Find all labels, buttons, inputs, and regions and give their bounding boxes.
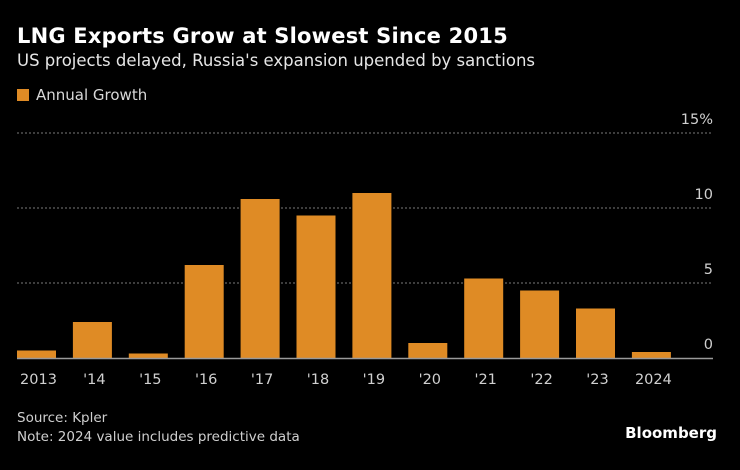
legend: Annual Growth: [17, 86, 147, 104]
legend-label: Annual Growth: [36, 86, 148, 104]
bar: [17, 350, 56, 358]
bar: [520, 290, 560, 358]
bar: [408, 343, 448, 358]
note-text: Note: 2024 value includes predictive dat…: [17, 429, 300, 445]
bar: [576, 308, 615, 358]
chart-subtitle: US projects delayed, Russia's expansion …: [17, 51, 536, 70]
bar: [72, 322, 112, 358]
x-tick-label: '18: [307, 372, 329, 388]
bar: [631, 352, 671, 358]
bar: [128, 353, 168, 358]
x-tick-label: '22: [530, 372, 552, 388]
bar: [352, 193, 392, 358]
x-tick-label: '14: [83, 372, 105, 388]
x-tick-label: '21: [474, 372, 496, 388]
y-axis-ticks: 0 5 10 15%: [681, 112, 713, 353]
bar: [184, 265, 224, 358]
legend-swatch: [17, 89, 29, 101]
x-tick-label: '20: [419, 372, 441, 388]
x-tick-label: '16: [195, 372, 217, 388]
x-tick-label: 2013: [20, 372, 57, 388]
x-axis-ticks: 2013 '14 '15 '16 '17 '18 '19 '20 '21 '22 '23 2024: [20, 372, 672, 388]
bars: [17, 193, 671, 358]
y-tick-label: 5: [704, 262, 713, 278]
chart-title: LNG Exports Grow at Slowest Since 2015: [17, 24, 508, 48]
x-tick-label: '23: [586, 372, 608, 388]
x-tick-label: 2024: [635, 372, 672, 388]
y-tick-label: 0: [704, 337, 713, 353]
bar: [464, 278, 504, 358]
source-text: Source: Kpler: [17, 410, 108, 426]
x-tick-label: '15: [139, 372, 161, 388]
bloomberg-logo: Bloomberg: [625, 424, 717, 442]
y-tick-label: 15%: [681, 112, 713, 128]
bar: [296, 215, 336, 358]
x-tick-label: '17: [251, 372, 273, 388]
bar: [240, 199, 280, 358]
x-tick-label: '19: [363, 372, 385, 388]
y-tick-label: 10: [695, 187, 713, 203]
source-note: Source: Kpler Note: 2024 value includes …: [17, 409, 300, 447]
